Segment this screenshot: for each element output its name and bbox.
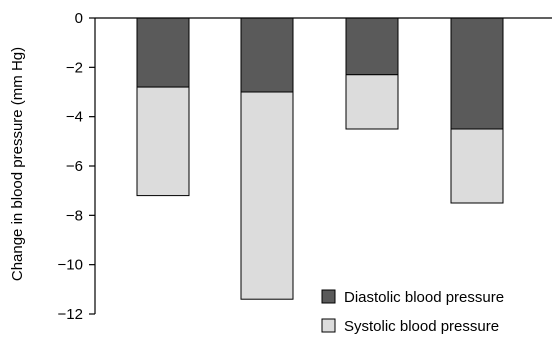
y-axis-ticks: 0 −2 −4 −6 −8 −10 −12 xyxy=(58,10,95,323)
legend: Diastolic blood pressure Systolic blood p… xyxy=(321,289,504,335)
y-tick-label: −12 xyxy=(58,306,83,323)
legend-swatch-systolic xyxy=(321,318,336,333)
diastolic-bar-4 xyxy=(450,17,504,130)
systolic-bar-3 xyxy=(345,74,399,130)
y-tick-label: −4 xyxy=(66,109,83,126)
y-tick-label: −2 xyxy=(66,59,83,76)
y-tick-label: −10 xyxy=(58,257,83,274)
y-axis-label: Change in blood pressure (mm Hg) xyxy=(9,47,26,281)
systolic-bar-2 xyxy=(240,91,294,300)
diastolic-bar-2 xyxy=(240,17,294,93)
y-tick-label: −6 xyxy=(66,158,83,175)
systolic-bar-1 xyxy=(136,86,190,197)
y-tick-label: −8 xyxy=(66,207,83,224)
legend-label-systolic: Systolic blood pressure xyxy=(344,318,499,335)
legend-swatch-diastolic xyxy=(321,289,336,304)
bars xyxy=(136,17,504,300)
y-tick-label: 0 xyxy=(75,10,83,27)
systolic-bar-4 xyxy=(450,128,504,204)
legend-label-diastolic: Diastolic blood pressure xyxy=(344,289,504,306)
diastolic-bar-3 xyxy=(345,17,399,76)
diastolic-bar-1 xyxy=(136,17,190,88)
